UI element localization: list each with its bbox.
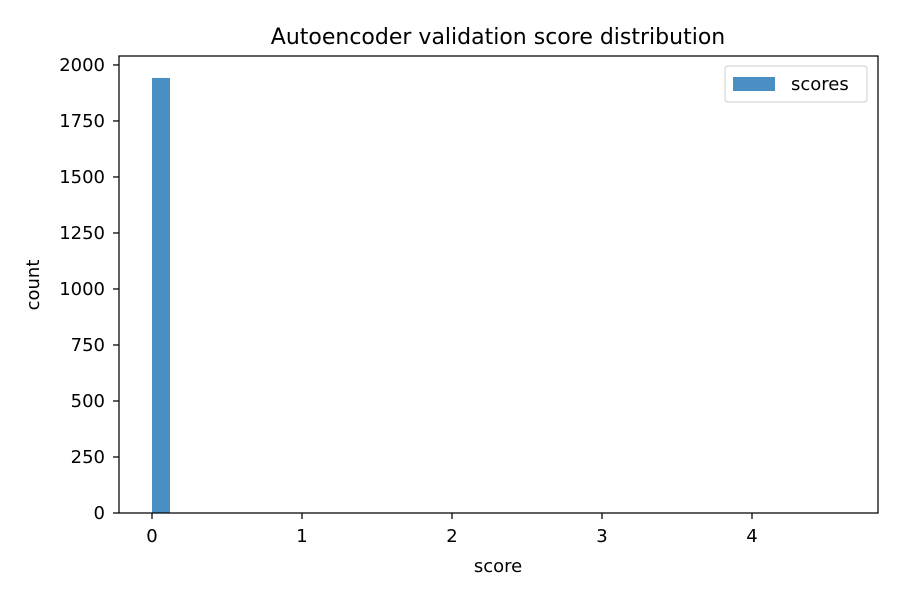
y-tick-label: 1250	[59, 223, 105, 244]
y-tick-label: 1500	[59, 167, 105, 188]
x-tick-label: 2	[446, 526, 457, 547]
histogram-bars	[152, 77, 170, 513]
legend-box	[724, 65, 868, 103]
y-axis-ticks: 0 250 500 750 1000 1250 1500 1750 2000	[59, 55, 119, 524]
y-tick-label: 250	[71, 447, 105, 468]
y-axis-label: count	[23, 260, 44, 311]
x-tick-label: 0	[146, 526, 157, 547]
x-tick-label: 1	[296, 526, 307, 547]
plot-frame	[118, 55, 879, 514]
legend-swatch-scores	[733, 77, 775, 91]
x-axis-label: score	[474, 556, 522, 577]
x-tick-label: 3	[596, 526, 607, 547]
y-tick-label: 1000	[59, 279, 105, 300]
y-tick-label: 0	[94, 503, 105, 524]
y-tick-label: 1750	[59, 111, 105, 132]
y-tick-label: 750	[71, 335, 105, 356]
histogram-bar-0	[152, 77, 170, 513]
chart-title: Autoencoder validation score distributio…	[271, 25, 725, 50]
y-tick-label: 500	[71, 391, 105, 412]
legend: scores	[724, 65, 868, 103]
x-axis-ticks: 0 1 2 3 4	[146, 513, 758, 547]
y-tick-label: 2000	[59, 55, 105, 76]
x-tick-label: 4	[746, 526, 757, 547]
legend-label-scores: scores	[791, 74, 849, 95]
